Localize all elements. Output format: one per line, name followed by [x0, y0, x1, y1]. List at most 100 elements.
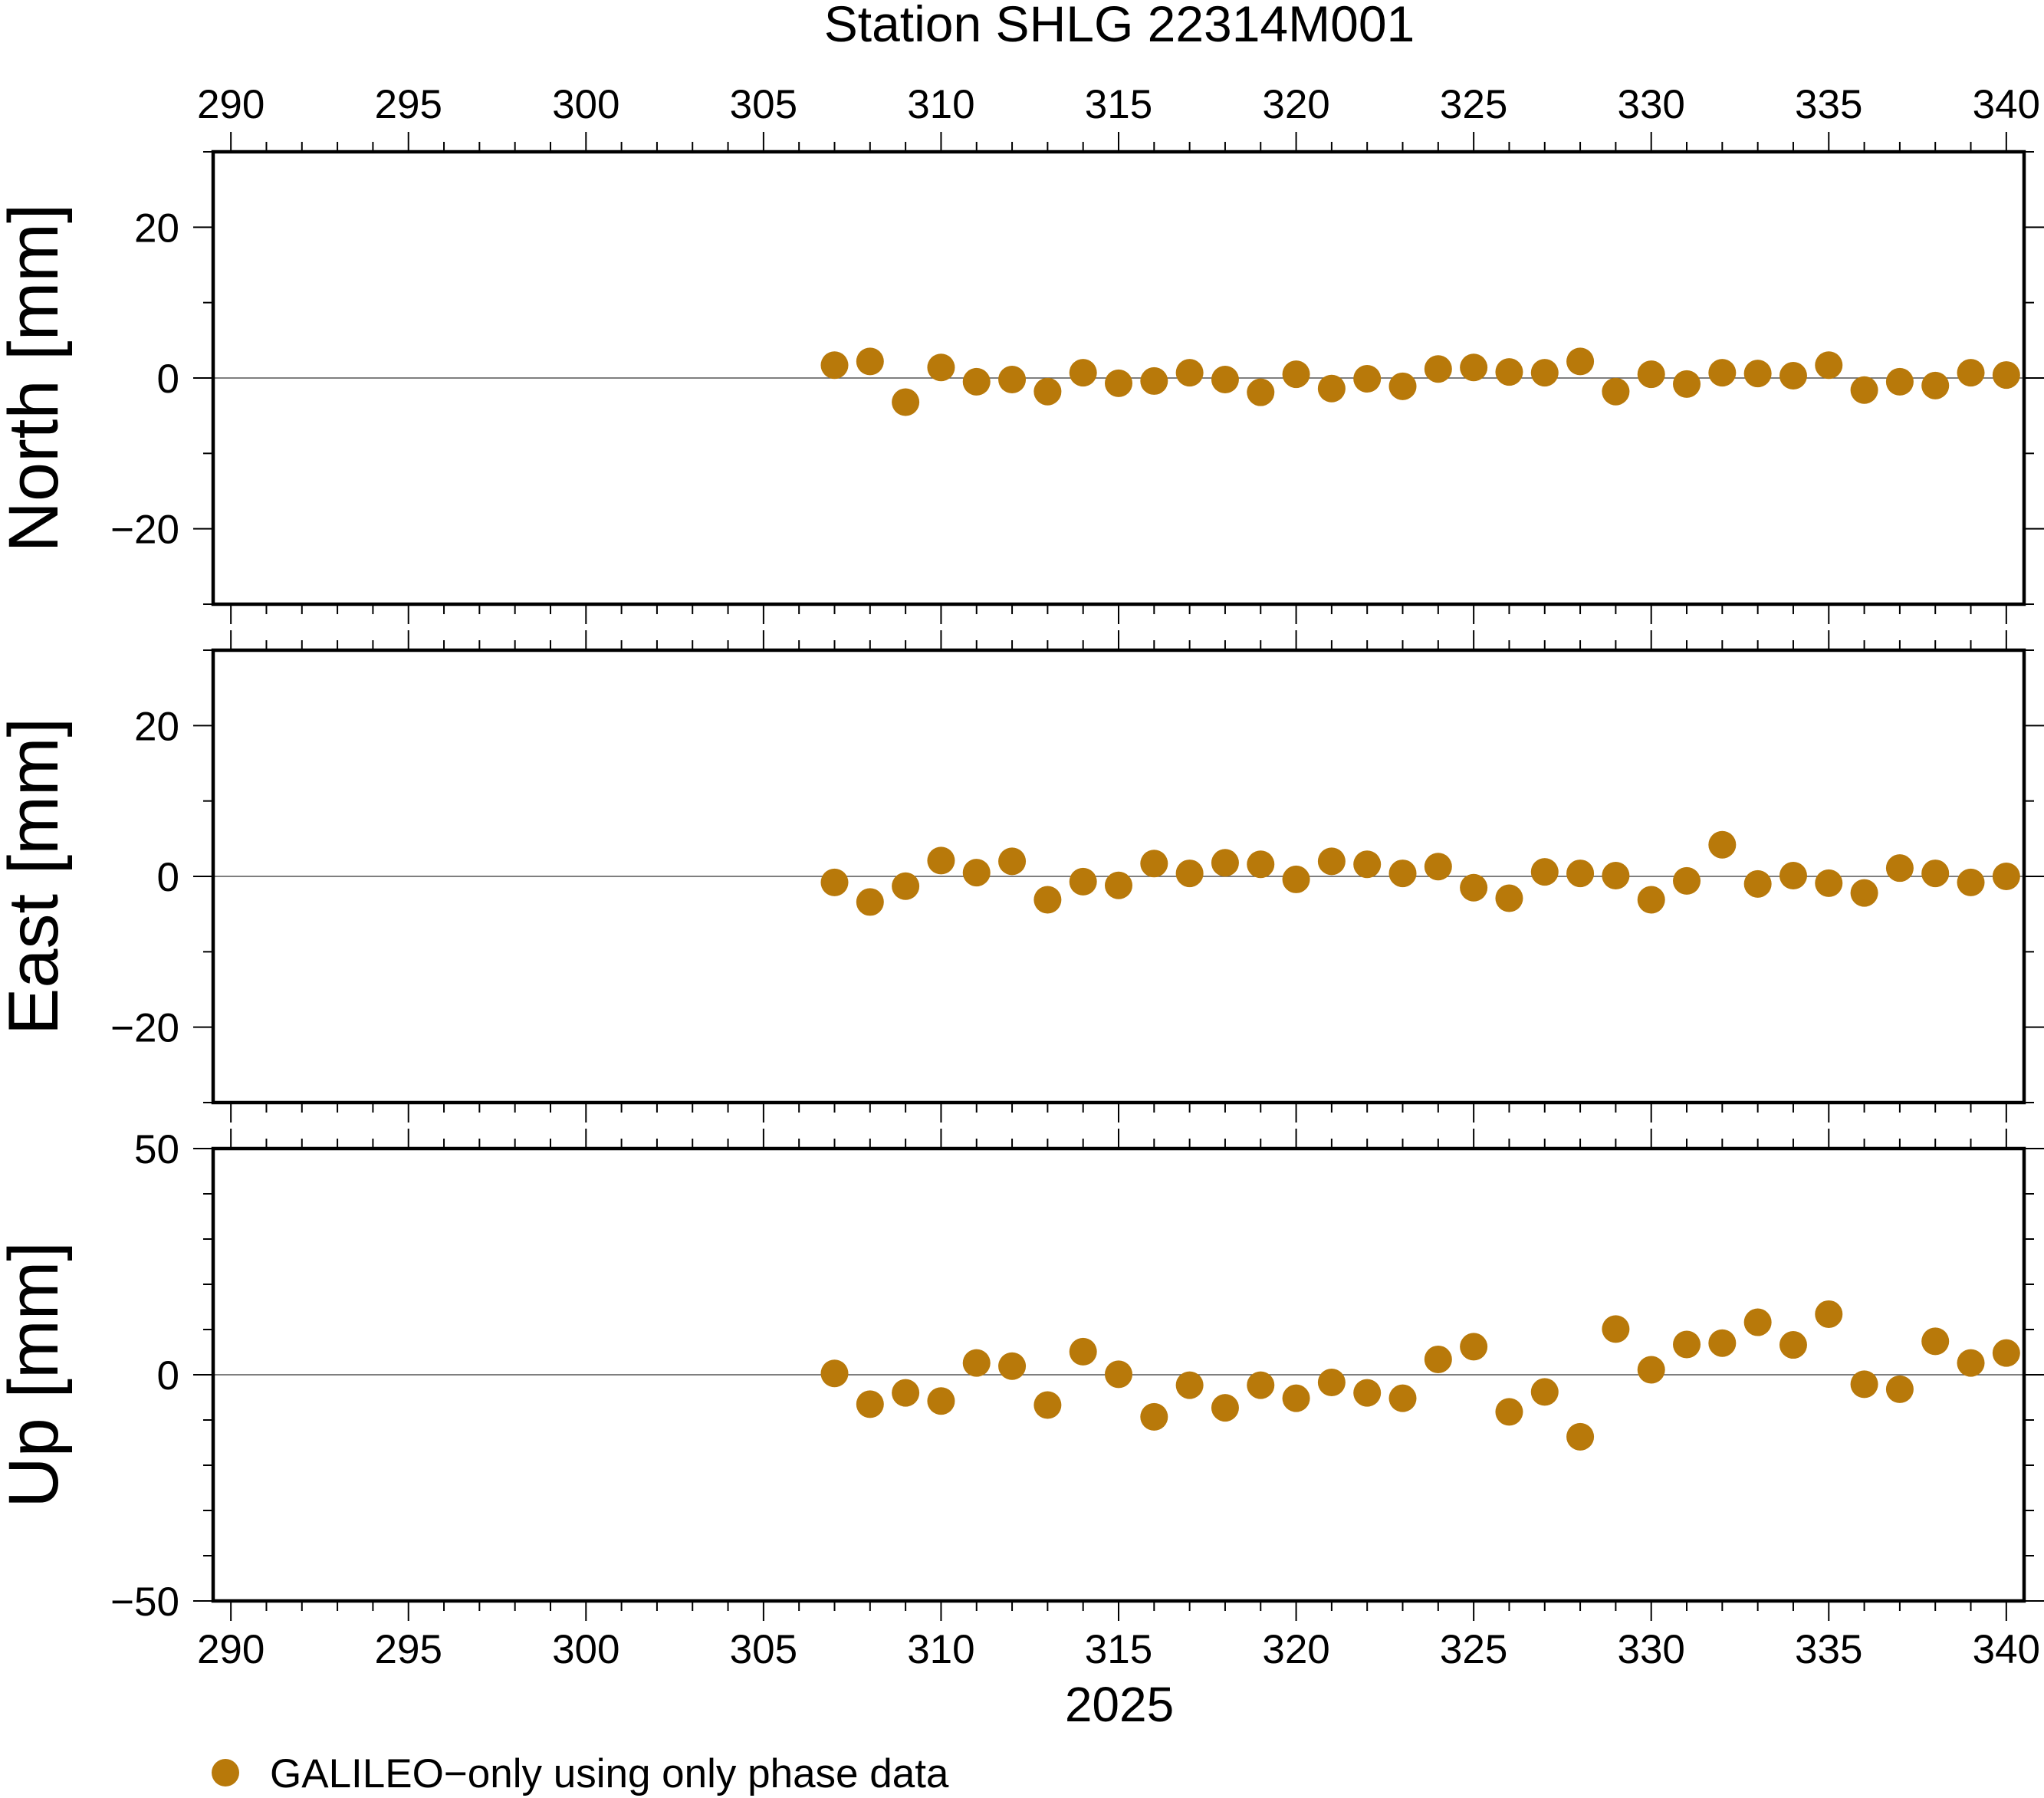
data-point [1957, 1349, 1985, 1377]
data-point [1602, 862, 1630, 890]
x-tick-label: 315 [1085, 1627, 1152, 1672]
data-point [1957, 868, 1985, 896]
x-tick-label: 340 [1973, 82, 2040, 127]
data-point [1566, 347, 1595, 376]
data-point [1424, 1345, 1452, 1373]
y-axis-label: North [mm] [0, 204, 73, 553]
data-point [1530, 858, 1559, 886]
x-tick-label: 310 [907, 1627, 974, 1672]
data-point [1673, 1330, 1701, 1359]
x-tick-label: 305 [730, 82, 797, 127]
data-point [1885, 1375, 1914, 1403]
data-point [1815, 1300, 1843, 1328]
data-point [1388, 1384, 1417, 1412]
x-tick-label: 300 [552, 82, 619, 127]
y-tick-label: 0 [157, 1353, 179, 1399]
x-tick-label: 305 [730, 1627, 797, 1672]
x-tick-label: 290 [197, 1627, 265, 1672]
data-point [1105, 1360, 1132, 1389]
data-point [1850, 376, 1878, 404]
panel-frame [211, 1146, 2026, 1603]
x-tick-label: 330 [1617, 1627, 1684, 1672]
data-point [1708, 830, 1737, 859]
data-point [1105, 369, 1132, 397]
data-point [1921, 371, 1950, 399]
data-point [1140, 367, 1168, 395]
data-point [1602, 1315, 1630, 1343]
data-point [1353, 1379, 1382, 1407]
data-point [1175, 860, 1204, 888]
data-point [820, 1359, 849, 1388]
x-tick-label: 335 [1795, 1627, 1862, 1672]
legend: GALILEO−only using only phase data [212, 1751, 949, 1796]
data-point [1850, 879, 1878, 907]
y-tick-label: 20 [134, 704, 179, 749]
data-point [1673, 866, 1701, 895]
data-point [962, 859, 991, 887]
x-tick-label: 295 [375, 1627, 442, 1672]
data-point [1779, 362, 1807, 390]
legend-marker [212, 1759, 239, 1786]
data-point [1034, 1391, 1062, 1419]
data-point [1069, 359, 1097, 387]
x-tick-label: 325 [1440, 82, 1507, 127]
data-point [856, 888, 884, 916]
y-tick-label: −20 [110, 508, 179, 553]
data-point [1885, 854, 1914, 883]
data-point [927, 846, 955, 875]
data-point [1566, 860, 1595, 888]
data-point [856, 347, 884, 376]
legend-label: GALILEO−only using only phase data [270, 1751, 949, 1796]
data-point [1495, 1398, 1523, 1426]
data-point [1708, 359, 1737, 387]
data-point [1034, 377, 1062, 406]
data-point [1317, 847, 1346, 876]
x-tick-label: 320 [1262, 1627, 1329, 1672]
data-point [1211, 365, 1239, 393]
y-tick-label: 20 [134, 205, 179, 251]
data-point [1495, 358, 1523, 386]
data-point [998, 847, 1027, 876]
data-point [1069, 867, 1097, 896]
data-point [1247, 850, 1275, 879]
data-point [1069, 1337, 1097, 1366]
data-point [1779, 862, 1807, 890]
data-point [1460, 353, 1488, 382]
x-tick-label: 335 [1795, 82, 1862, 127]
data-point [820, 868, 849, 896]
chart-title: Station SHLG 22314M001 [824, 0, 1415, 52]
data-point [1211, 1394, 1239, 1422]
data-point [892, 1379, 920, 1407]
data-point [1743, 1308, 1772, 1336]
x-tick-label: 295 [375, 82, 442, 127]
data-point [1353, 850, 1382, 879]
data-point [1460, 1333, 1488, 1361]
data-point [1921, 1327, 1950, 1356]
data-point [1282, 1384, 1310, 1412]
data-point [1885, 367, 1914, 396]
data-point [1495, 884, 1523, 912]
data-point [1140, 850, 1168, 878]
data-point [1566, 1422, 1595, 1451]
data-point [1460, 873, 1488, 902]
data-point [927, 1387, 955, 1415]
data-point [927, 353, 955, 382]
data-point [1815, 869, 1843, 897]
x-axis-label: 2025 [1065, 1677, 1174, 1732]
data-point [1282, 865, 1310, 893]
y-axis-label: East [mm] [0, 718, 73, 1035]
data-point [1992, 361, 2020, 390]
data-point [892, 872, 920, 900]
x-tick-label: 325 [1440, 1627, 1507, 1672]
data-point [1708, 1329, 1737, 1357]
x-tick-label: 310 [907, 82, 974, 127]
data-point [1673, 370, 1701, 398]
data-point [1743, 869, 1772, 898]
data-point [1637, 360, 1665, 389]
data-point [1424, 853, 1452, 881]
data-point [1957, 359, 1985, 387]
data-point [1637, 886, 1665, 914]
data-point [892, 388, 920, 416]
data-point [1779, 1331, 1807, 1359]
